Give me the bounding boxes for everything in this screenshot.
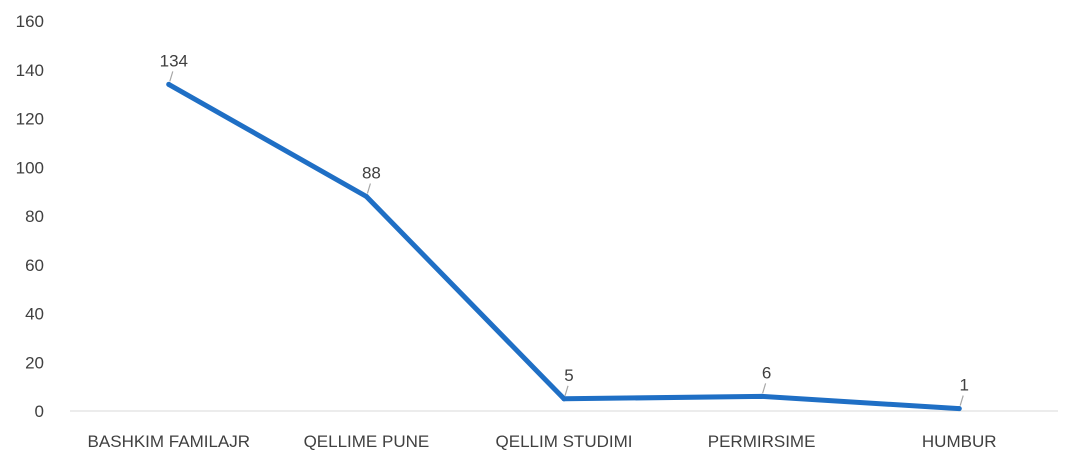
data-point — [166, 81, 172, 87]
y-tick-label: 60 — [25, 256, 44, 275]
data-point — [561, 396, 567, 402]
y-tick-label: 20 — [25, 353, 44, 372]
data-label: 5 — [564, 366, 573, 385]
x-tick-label: BASHKIM FAMILAJR — [88, 432, 250, 451]
data-label: 6 — [762, 363, 771, 382]
data-label-leader — [959, 395, 964, 406]
data-label-leader — [366, 183, 371, 194]
data-label-leader — [762, 383, 767, 394]
x-tick-label: PERMIRSIME — [708, 432, 816, 451]
data-labels: 134 88 5 6 1 — [160, 51, 969, 394]
y-tick-label: 160 — [16, 12, 44, 31]
data-label: 134 — [160, 51, 188, 70]
x-tick-label: QELLIME PUNE — [304, 432, 430, 451]
x-axis-category-labels: BASHKIM FAMILAJR QELLIME PUNE QELLIM STUDI… — [88, 432, 997, 451]
y-tick-label: 0 — [35, 402, 44, 421]
data-label: 88 — [362, 164, 381, 183]
y-tick-label: 100 — [16, 158, 44, 177]
y-tick-label: 40 — [25, 305, 44, 324]
series-layer — [166, 81, 962, 412]
data-label-leader — [169, 71, 174, 82]
data-point — [956, 406, 962, 412]
y-tick-label: 80 — [25, 207, 44, 226]
y-tick-label: 120 — [16, 110, 44, 129]
data-label-leader — [564, 385, 569, 396]
y-axis-tick-labels: 0 20 40 60 80 100 120 140 160 — [16, 12, 44, 421]
data-point — [363, 194, 369, 199]
data-label: 1 — [959, 376, 968, 395]
data-point — [759, 393, 765, 399]
y-tick-label: 140 — [16, 61, 44, 80]
x-tick-label: QELLIM STUDIMI — [496, 432, 633, 451]
series-line — [166, 81, 962, 412]
data-label-leaders — [169, 71, 964, 406]
x-tick-label: HUMBUR — [922, 432, 997, 451]
